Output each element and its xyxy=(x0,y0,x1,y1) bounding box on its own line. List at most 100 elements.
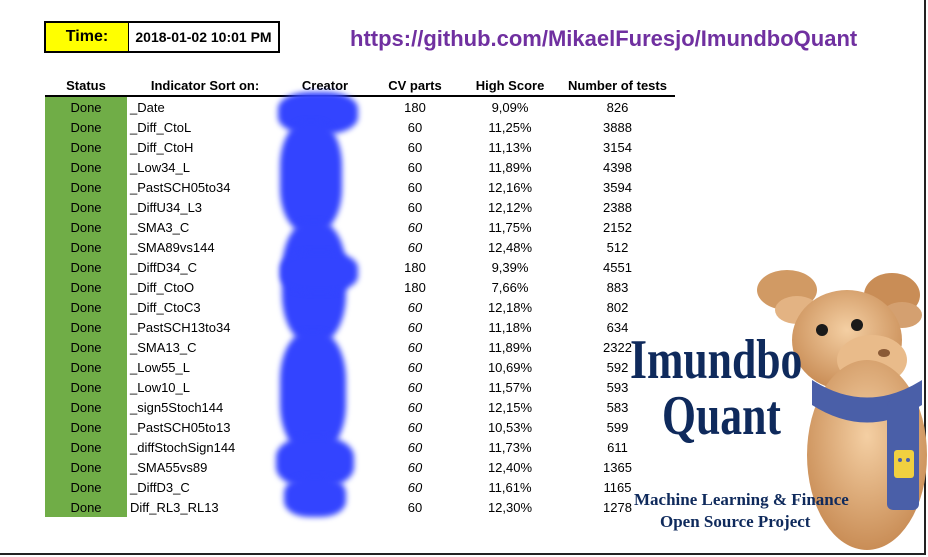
number-of-tests-cell[interactable]: 1365 xyxy=(603,459,632,475)
cv-parts-cell[interactable]: 60 xyxy=(407,459,423,475)
cv-parts-cell[interactable]: 60 xyxy=(407,219,423,235)
number-of-tests-cell[interactable]: 883 xyxy=(606,279,629,295)
number-of-tests-cell[interactable]: 1278 xyxy=(603,499,632,515)
cv-parts-cell[interactable]: 60 xyxy=(407,299,423,315)
number-of-tests-cell[interactable]: 592 xyxy=(606,359,629,375)
header-indicator[interactable]: Indicator Sort on: xyxy=(127,76,280,97)
number-of-tests-cell[interactable]: 1165 xyxy=(603,479,632,495)
cv-parts-cell[interactable]: 180 xyxy=(404,259,426,275)
high-score-cell[interactable]: 10,69% xyxy=(487,359,533,375)
high-score-cell[interactable]: 12,18% xyxy=(487,299,533,315)
high-score-cell[interactable]: 9,09% xyxy=(491,99,529,115)
indicator-cell[interactable]: _Diff_CtoO xyxy=(130,279,195,295)
cv-parts-cell[interactable]: 60 xyxy=(407,139,423,155)
status-cell[interactable]: Done xyxy=(45,337,127,357)
status-cell[interactable]: Done xyxy=(45,497,127,517)
number-of-tests-cell[interactable]: 802 xyxy=(606,299,629,315)
indicator-cell[interactable]: _Diff_CtoH xyxy=(130,139,194,155)
header-high-score[interactable]: High Score xyxy=(460,76,560,97)
number-of-tests-cell[interactable]: 583 xyxy=(606,399,629,415)
status-cell[interactable]: Done xyxy=(45,357,127,377)
indicator-cell[interactable]: _PastSCH05to34 xyxy=(130,179,231,195)
indicator-cell[interactable]: _DiffU34_L3 xyxy=(130,199,203,215)
number-of-tests-cell[interactable]: 2388 xyxy=(603,199,632,215)
cv-parts-cell[interactable]: 60 xyxy=(407,439,423,455)
high-score-cell[interactable]: 11,89% xyxy=(488,159,532,175)
high-score-cell[interactable]: 12,16% xyxy=(487,179,533,195)
status-cell[interactable]: Done xyxy=(45,477,127,497)
number-of-tests-cell[interactable]: 599 xyxy=(606,419,629,435)
status-cell[interactable]: Done xyxy=(45,317,127,337)
high-score-cell[interactable]: 11,75% xyxy=(488,219,532,235)
high-score-cell[interactable]: 11,18% xyxy=(488,319,532,335)
time-value[interactable]: 2018-01-02 10:01 PM xyxy=(129,23,278,51)
cv-parts-cell[interactable]: 60 xyxy=(407,359,423,375)
status-cell[interactable]: Done xyxy=(45,437,127,457)
number-of-tests-cell[interactable]: 2152 xyxy=(603,219,632,235)
header-status[interactable]: Status xyxy=(45,76,127,97)
indicator-cell[interactable]: _DiffD3_C xyxy=(130,479,190,495)
status-cell[interactable]: Done xyxy=(45,137,127,157)
cv-parts-cell[interactable]: 60 xyxy=(407,479,423,495)
status-cell[interactable]: Done xyxy=(45,457,127,477)
cv-parts-cell[interactable]: 60 xyxy=(407,119,423,135)
number-of-tests-cell[interactable]: 2322 xyxy=(603,339,632,355)
cv-parts-cell[interactable]: 60 xyxy=(407,339,423,355)
indicator-cell[interactable]: _SMA89vs144 xyxy=(130,239,215,255)
cv-parts-cell[interactable]: 60 xyxy=(407,199,423,215)
cv-parts-cell[interactable]: 60 xyxy=(407,159,423,175)
status-cell[interactable]: Done xyxy=(45,96,127,117)
status-cell[interactable]: Done xyxy=(45,197,127,217)
number-of-tests-cell[interactable]: 826 xyxy=(606,99,629,115)
cv-parts-cell[interactable]: 60 xyxy=(407,179,423,195)
number-of-tests-cell[interactable]: 4551 xyxy=(603,259,632,275)
indicator-cell[interactable]: _diffStochSign144 xyxy=(130,439,236,455)
number-of-tests-cell[interactable]: 3594 xyxy=(603,179,632,195)
cv-parts-cell[interactable]: 60 xyxy=(407,319,423,335)
high-score-cell[interactable]: 10,53% xyxy=(487,419,533,435)
status-cell[interactable]: Done xyxy=(45,377,127,397)
indicator-cell[interactable]: _PastSCH05to13 xyxy=(130,419,231,435)
cv-parts-cell[interactable]: 60 xyxy=(407,499,423,515)
high-score-cell[interactable]: 12,48% xyxy=(487,239,533,255)
indicator-cell[interactable]: _sign5Stoch144 xyxy=(130,399,224,415)
cv-parts-cell[interactable]: 60 xyxy=(407,239,423,255)
cv-parts-cell[interactable]: 60 xyxy=(407,419,423,435)
number-of-tests-cell[interactable]: 593 xyxy=(606,379,629,395)
high-score-cell[interactable]: 12,15% xyxy=(487,399,533,415)
header-number-of-tests[interactable]: Number of tests xyxy=(560,76,675,97)
indicator-cell[interactable]: _SMA13_C xyxy=(130,339,197,355)
high-score-cell[interactable]: 11,61% xyxy=(488,479,532,495)
repo-link[interactable]: https://github.com/MikaelFuresjo/Imundbo… xyxy=(350,26,858,51)
indicator-cell[interactable]: _Low55_L xyxy=(130,359,190,375)
indicator-cell[interactable]: _Low34_L xyxy=(130,159,190,175)
indicator-cell[interactable]: Diff_RL3_RL13 xyxy=(130,499,219,515)
high-score-cell[interactable]: 11,73% xyxy=(488,439,532,455)
high-score-cell[interactable]: 12,12% xyxy=(487,199,533,215)
indicator-cell[interactable]: _Diff_CtoL xyxy=(130,119,192,135)
status-cell[interactable]: Done xyxy=(45,157,127,177)
status-cell[interactable]: Done xyxy=(45,237,127,257)
status-cell[interactable]: Done xyxy=(45,217,127,237)
indicator-cell[interactable]: _Diff_CtoC3 xyxy=(130,299,201,315)
status-cell[interactable]: Done xyxy=(45,277,127,297)
indicator-cell[interactable]: _SMA55vs89 xyxy=(130,459,208,475)
high-score-cell[interactable]: 7,66% xyxy=(491,279,529,295)
status-cell[interactable]: Done xyxy=(45,397,127,417)
high-score-cell[interactable]: 12,40% xyxy=(487,459,533,475)
cv-parts-cell[interactable]: 180 xyxy=(404,279,426,295)
number-of-tests-cell[interactable]: 634 xyxy=(606,319,629,335)
indicator-cell[interactable]: _SMA3_C xyxy=(130,219,190,235)
status-cell[interactable]: Done xyxy=(45,117,127,137)
indicator-cell[interactable]: _Low10_L xyxy=(130,379,190,395)
high-score-cell[interactable]: 11,89% xyxy=(488,339,532,355)
cv-parts-cell[interactable]: 180 xyxy=(404,99,426,115)
status-cell[interactable]: Done xyxy=(45,297,127,317)
status-cell[interactable]: Done xyxy=(45,417,127,437)
header-cv-parts[interactable]: CV parts xyxy=(370,76,460,97)
high-score-cell[interactable]: 12,30% xyxy=(487,499,533,515)
indicator-cell[interactable]: _Date xyxy=(130,99,165,115)
number-of-tests-cell[interactable]: 512 xyxy=(606,239,629,255)
number-of-tests-cell[interactable]: 4398 xyxy=(603,159,632,175)
high-score-cell[interactable]: 11,25% xyxy=(488,119,532,135)
